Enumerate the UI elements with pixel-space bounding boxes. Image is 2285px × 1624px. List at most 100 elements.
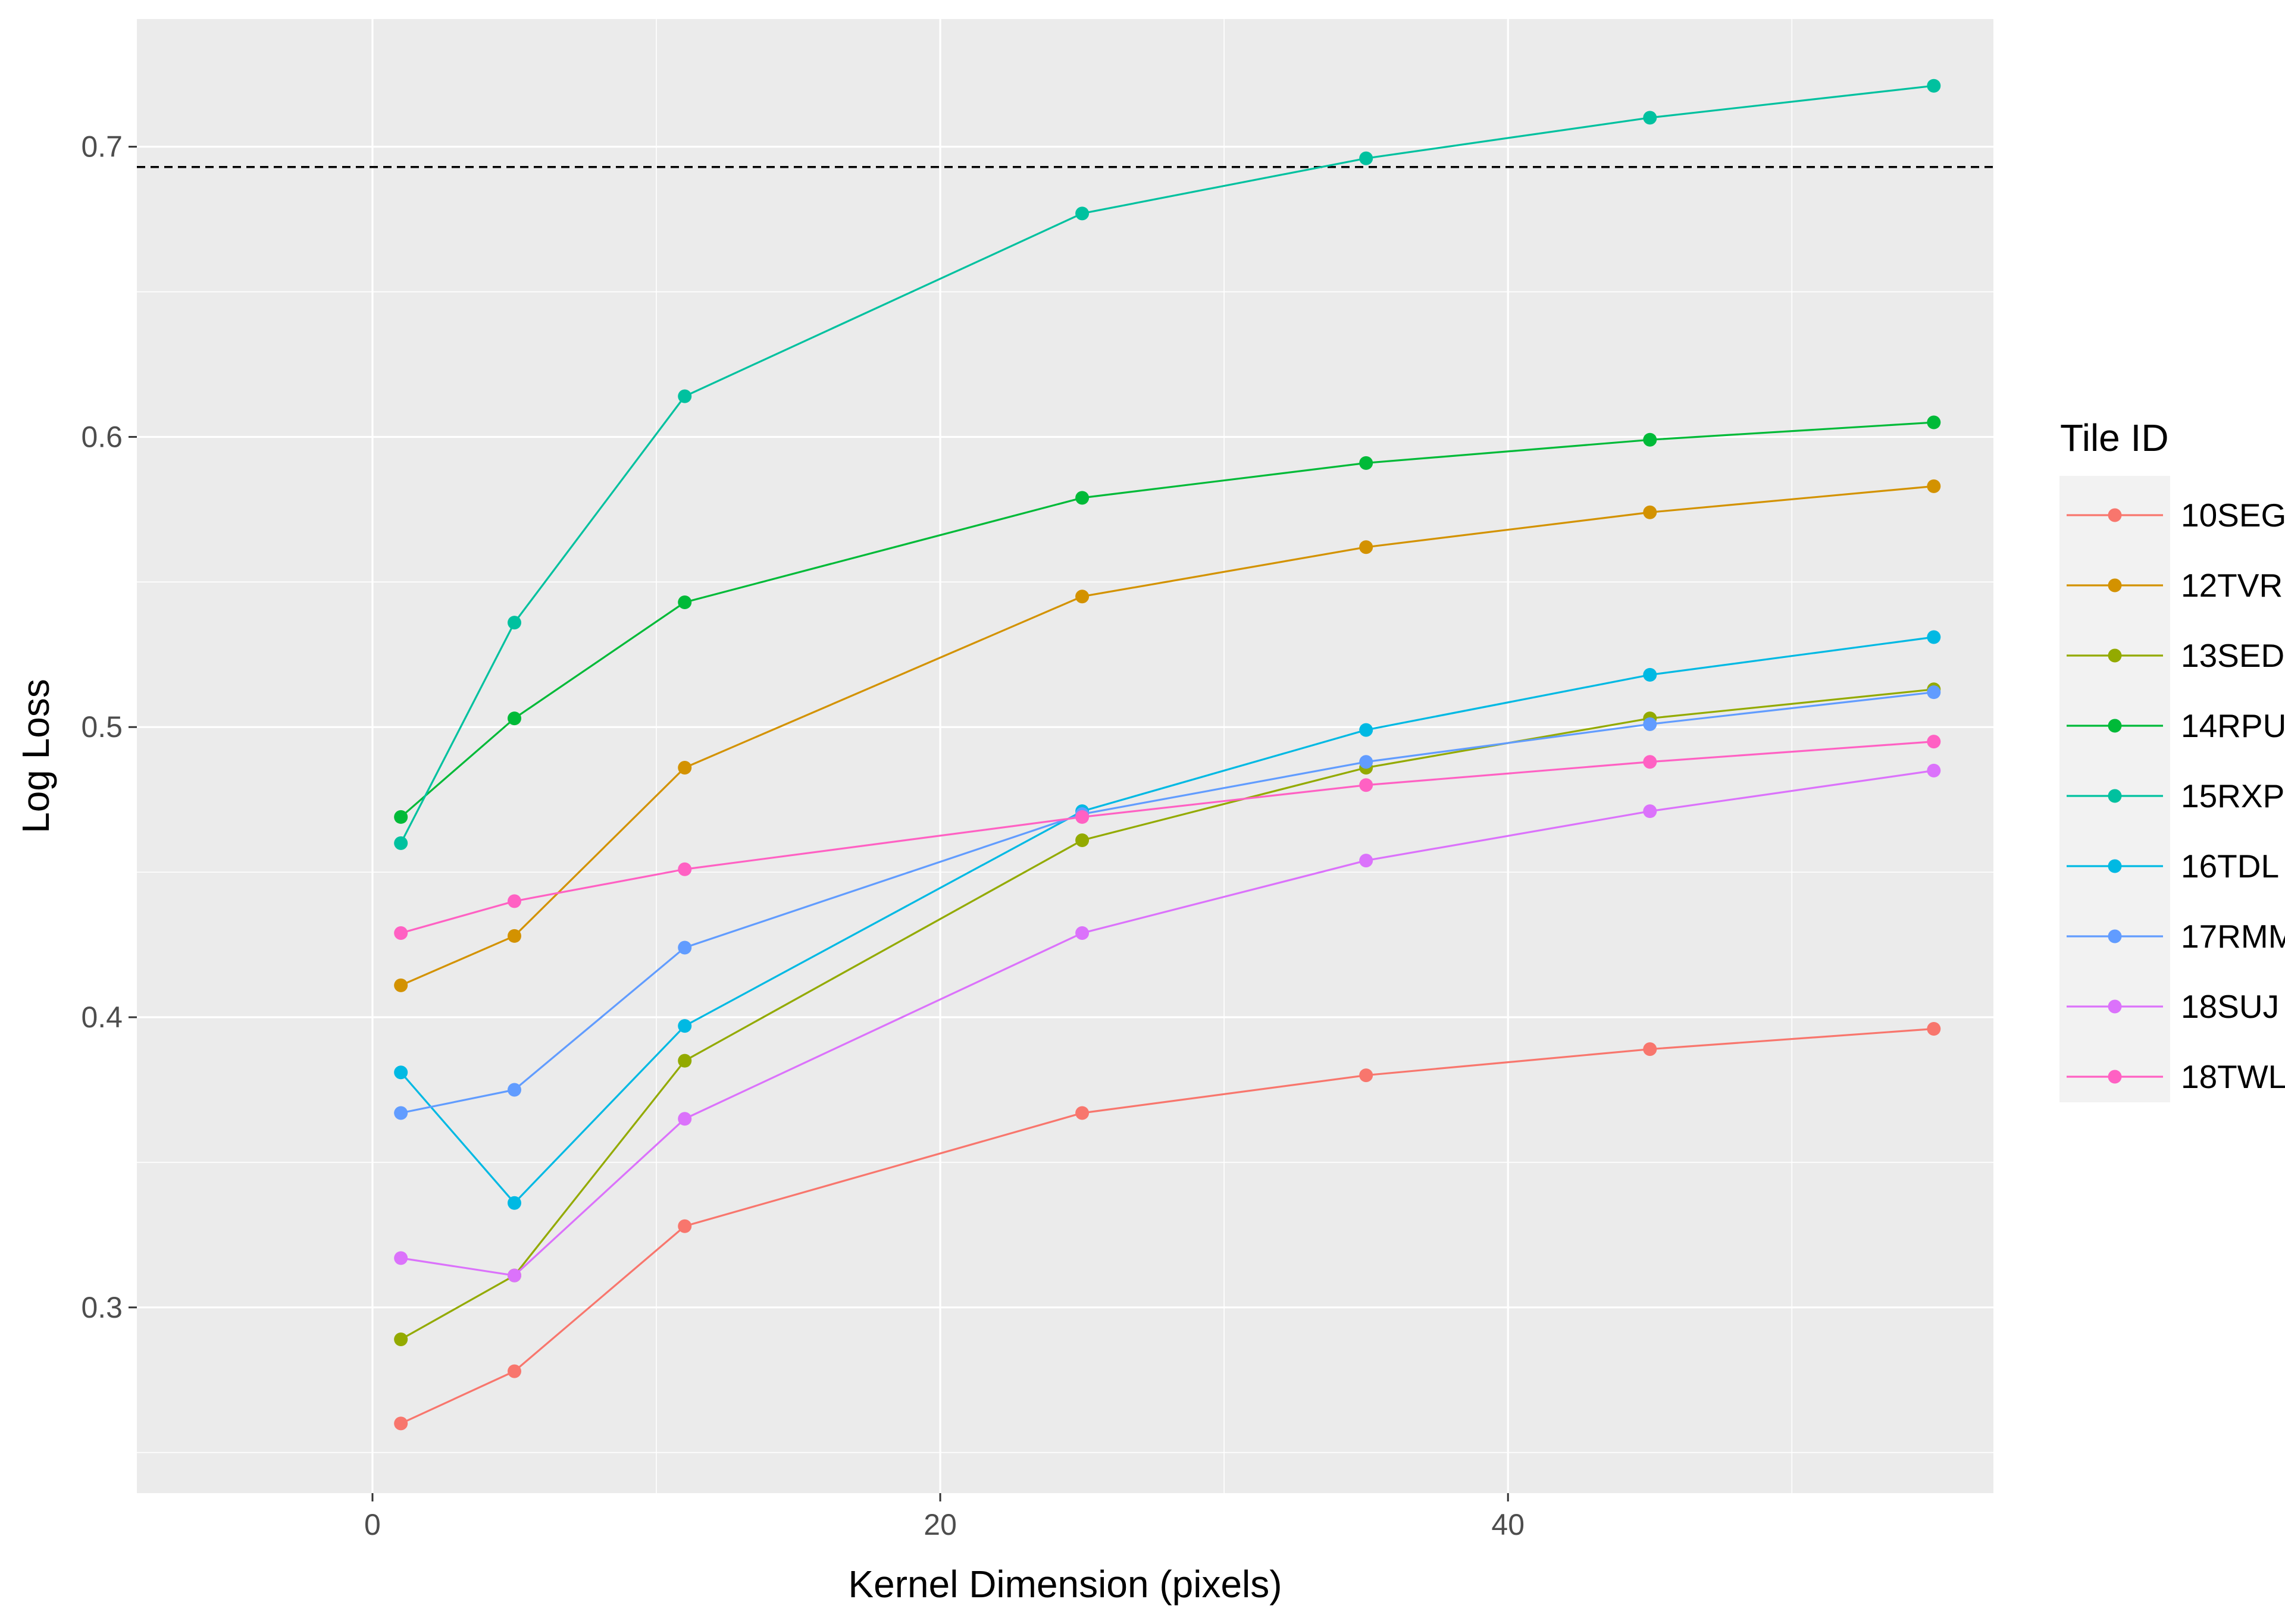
legend: Tile ID 10SEG 12TVR 13SED 14RPU 15RXP 16TDL 17…: [2059, 416, 2285, 1102]
data-point-18SUJ: [1075, 926, 1090, 940]
y-axis: 0.3 0.4 0.5 0.6 0.7: [81, 130, 137, 1324]
data-point-15RXP: [394, 836, 408, 850]
data-point-18TWL: [1927, 735, 1941, 749]
data-point-15RXP: [1927, 79, 1941, 93]
series-12TVR: [394, 479, 1941, 992]
data-point-18TWL: [1643, 755, 1657, 769]
data-point-14RPU: [1075, 491, 1090, 505]
data-point-16TDL: [1927, 630, 1941, 644]
data-point-17RMM: [678, 940, 692, 955]
data-point-12TVR: [1359, 540, 1373, 554]
legend-label: 14RPU: [2181, 707, 2285, 744]
legend-label: 10SEG: [2181, 497, 2285, 534]
y-axis-title: Log Loss: [14, 679, 57, 833]
data-point-12TVR: [1075, 590, 1090, 604]
legend-item-15RXP: 15RXP: [2067, 777, 2284, 814]
legend-label: 18TWL: [2181, 1058, 2285, 1095]
data-point-18TWL: [1359, 778, 1373, 792]
legend-key-point: [2108, 999, 2122, 1014]
legend-label: 16TDL: [2181, 848, 2279, 885]
legend-label: 12TVR: [2181, 567, 2283, 604]
x-tick-label: 20: [924, 1508, 957, 1541]
data-point-13SED: [1075, 833, 1090, 847]
data-point-14RPU: [1927, 415, 1941, 429]
data-point-17RMM: [1359, 755, 1373, 769]
legend-item-18TWL: 18TWL: [2067, 1058, 2285, 1095]
data-point-10SEG: [1927, 1022, 1941, 1036]
legend-item-12TVR: 12TVR: [2067, 567, 2283, 604]
y-tick-label: 0.5: [81, 710, 123, 744]
data-point-15RXP: [1075, 206, 1090, 221]
data-point-13SED: [678, 1054, 692, 1068]
data-point-16TDL: [394, 1065, 408, 1080]
series-layer: [394, 79, 1941, 1431]
data-point-18SUJ: [394, 1251, 408, 1265]
data-point-14RPU: [507, 711, 521, 726]
legend-item-17RMM: 17RMM: [2067, 918, 2285, 955]
minor-gridlines: [137, 19, 1993, 1493]
series-18SUJ: [394, 763, 1941, 1283]
legend-label: 15RXP: [2181, 777, 2284, 814]
data-point-17RMM: [507, 1083, 521, 1097]
data-point-16TDL: [1359, 723, 1373, 737]
data-point-10SEG: [1075, 1106, 1090, 1120]
x-tick-label: 40: [1491, 1508, 1525, 1541]
y-tick-label: 0.6: [81, 420, 123, 453]
data-point-15RXP: [1643, 111, 1657, 125]
data-point-18SUJ: [1927, 763, 1941, 777]
legend-title: Tile ID: [2060, 416, 2169, 459]
data-point-15RXP: [507, 616, 521, 630]
x-tick-label: 0: [364, 1508, 381, 1541]
data-point-18SUJ: [507, 1268, 521, 1283]
legend-label: 17RMM: [2181, 918, 2285, 955]
data-point-12TVR: [678, 761, 692, 775]
series-15RXP: [394, 79, 1941, 850]
legend-key-point: [2108, 719, 2122, 733]
data-point-18SUJ: [1643, 804, 1657, 819]
data-point-18SUJ: [678, 1112, 692, 1126]
data-point-12TVR: [394, 978, 408, 992]
series-10SEG: [394, 1022, 1941, 1431]
data-point-10SEG: [1359, 1068, 1373, 1083]
x-axis: 0 20 40: [364, 1493, 1525, 1541]
data-point-18TWL: [394, 926, 408, 940]
data-point-18TWL: [507, 894, 521, 908]
legend-label: 18SUJ: [2181, 988, 2279, 1025]
data-point-16TDL: [507, 1196, 521, 1210]
legend-item-14RPU: 14RPU: [2067, 707, 2285, 744]
legend-items: 10SEG 12TVR 13SED 14RPU 15RXP 16TDL 17RMM 18SUJ…: [2067, 497, 2285, 1095]
data-point-12TVR: [507, 929, 521, 943]
legend-item-18SUJ: 18SUJ: [2067, 988, 2279, 1025]
data-point-17RMM: [1643, 717, 1657, 731]
data-point-10SEG: [394, 1416, 408, 1431]
data-point-14RPU: [1359, 456, 1373, 470]
series-14RPU: [394, 415, 1941, 824]
data-point-18SUJ: [1359, 854, 1373, 868]
data-point-10SEG: [678, 1219, 692, 1233]
legend-key-point: [2108, 929, 2122, 943]
legend-key-point: [2108, 1070, 2122, 1084]
data-point-14RPU: [678, 595, 692, 609]
data-point-17RMM: [1927, 685, 1941, 700]
data-point-15RXP: [1359, 151, 1373, 165]
y-tick-label: 0.4: [81, 1001, 123, 1034]
legend-key-point: [2108, 508, 2122, 522]
data-point-17RMM: [394, 1106, 408, 1120]
legend-key-point: [2108, 789, 2122, 803]
data-point-13SED: [394, 1332, 408, 1346]
legend-key-point: [2108, 859, 2122, 873]
data-point-10SEG: [507, 1364, 521, 1378]
data-point-12TVR: [1643, 505, 1657, 519]
y-tick-label: 0.7: [81, 130, 123, 164]
data-point-18TWL: [1075, 810, 1090, 824]
plot-panel: [137, 19, 1993, 1493]
legend-item-13SED: 13SED: [2067, 637, 2284, 674]
data-point-14RPU: [1643, 432, 1657, 447]
series-18TWL: [394, 735, 1941, 940]
legend-item-16TDL: 16TDL: [2067, 848, 2279, 885]
data-point-18TWL: [678, 862, 692, 876]
data-point-12TVR: [1927, 479, 1941, 493]
data-point-10SEG: [1643, 1042, 1657, 1056]
y-tick-label: 0.3: [81, 1291, 123, 1324]
